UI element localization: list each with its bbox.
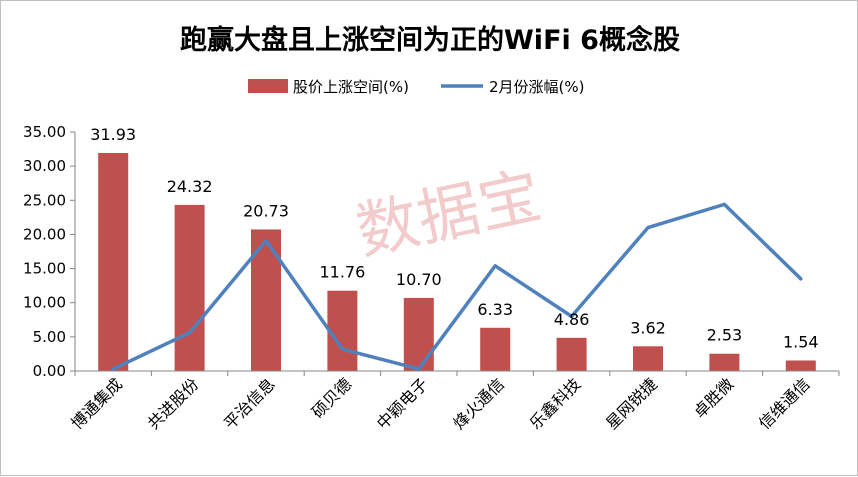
bar-data-label: 2.53: [707, 326, 743, 345]
y-tick-label: 0.00: [33, 362, 66, 380]
x-category-label: 中颖电子: [373, 374, 432, 433]
x-category-label: 硕贝德: [308, 374, 355, 421]
bar: [174, 204, 205, 371]
bar: [98, 152, 129, 371]
y-tick-label: 20.00: [23, 225, 66, 243]
x-category-label: 烽火通信: [449, 374, 508, 433]
y-tick-label: 10.00: [23, 294, 66, 312]
line-point: [646, 226, 650, 230]
line-path: [111, 202, 803, 371]
bar: [327, 290, 358, 371]
x-category-label: 博通集成: [67, 374, 126, 433]
y-tick-label: 35.00: [23, 123, 66, 141]
x-category-label: 信维通信: [755, 374, 814, 433]
watermark: 数据宝: [350, 158, 547, 268]
line-point: [570, 314, 574, 318]
x-category-label: 乐鑫科技: [526, 374, 585, 433]
chart-title: 跑赢大盘且上涨空间为正的WiFi 6概念股: [180, 24, 680, 56]
chart-legend: 股价上涨空间(%) 2月份涨幅(%): [248, 78, 585, 96]
bar-data-label: 31.93: [90, 125, 136, 144]
line-point: [111, 367, 115, 371]
x-category-label: 卓胜微: [690, 374, 737, 421]
bar-data-label: 3.62: [630, 318, 666, 337]
bar: [633, 346, 663, 371]
line-point: [493, 264, 497, 268]
line-point: [722, 202, 727, 206]
data-labels: 31.93 24.32 20.73 11.76 10.70 6.33 4.86 3.62 2.5…: [90, 125, 818, 352]
bar: [709, 353, 740, 371]
bar: [556, 337, 587, 371]
bar-data-label: 20.73: [243, 201, 289, 220]
bar-data-label: 10.70: [396, 270, 442, 289]
y-axis: 0.00 5.00 10.00 15.00 20.00 25.00 30.00 35.00: [23, 123, 76, 380]
line-point: [188, 331, 192, 335]
bar-series: [98, 152, 816, 371]
x-category-label: 共进股份: [144, 374, 203, 433]
y-tick-label: 30.00: [23, 157, 66, 175]
line-series: [111, 202, 803, 371]
bar-data-label: 6.33: [477, 300, 513, 319]
bar-data-label: 4.86: [554, 310, 590, 329]
y-tick-label: 5.00: [33, 328, 66, 346]
legend-label-line: 2月份涨幅(%): [489, 78, 585, 96]
bar: [480, 327, 511, 371]
line-point: [340, 347, 344, 351]
bar: [785, 360, 816, 371]
bar-data-label: 11.76: [319, 263, 365, 282]
bar: [403, 297, 434, 371]
x-category-label: 平治信息: [220, 374, 279, 433]
y-tick-label: 25.00: [23, 191, 66, 209]
bar-data-label: 24.32: [167, 177, 213, 196]
line-point: [264, 238, 268, 243]
legend-swatch-bar: [248, 79, 288, 93]
y-tick-label: 15.00: [23, 260, 66, 278]
line-point: [417, 367, 421, 371]
bar-data-label: 1.54: [783, 332, 819, 351]
legend-label-bar: 股价上涨空间(%): [293, 78, 409, 96]
x-category-label: 星网锐捷: [602, 374, 661, 433]
x-axis: 博通集成 共进股份 平治信息 硕贝德 中颖电子 烽火通信 乐鑫科技 星网锐捷 卓胜微 信维通信: [67, 370, 840, 433]
line-point: [799, 277, 803, 281]
